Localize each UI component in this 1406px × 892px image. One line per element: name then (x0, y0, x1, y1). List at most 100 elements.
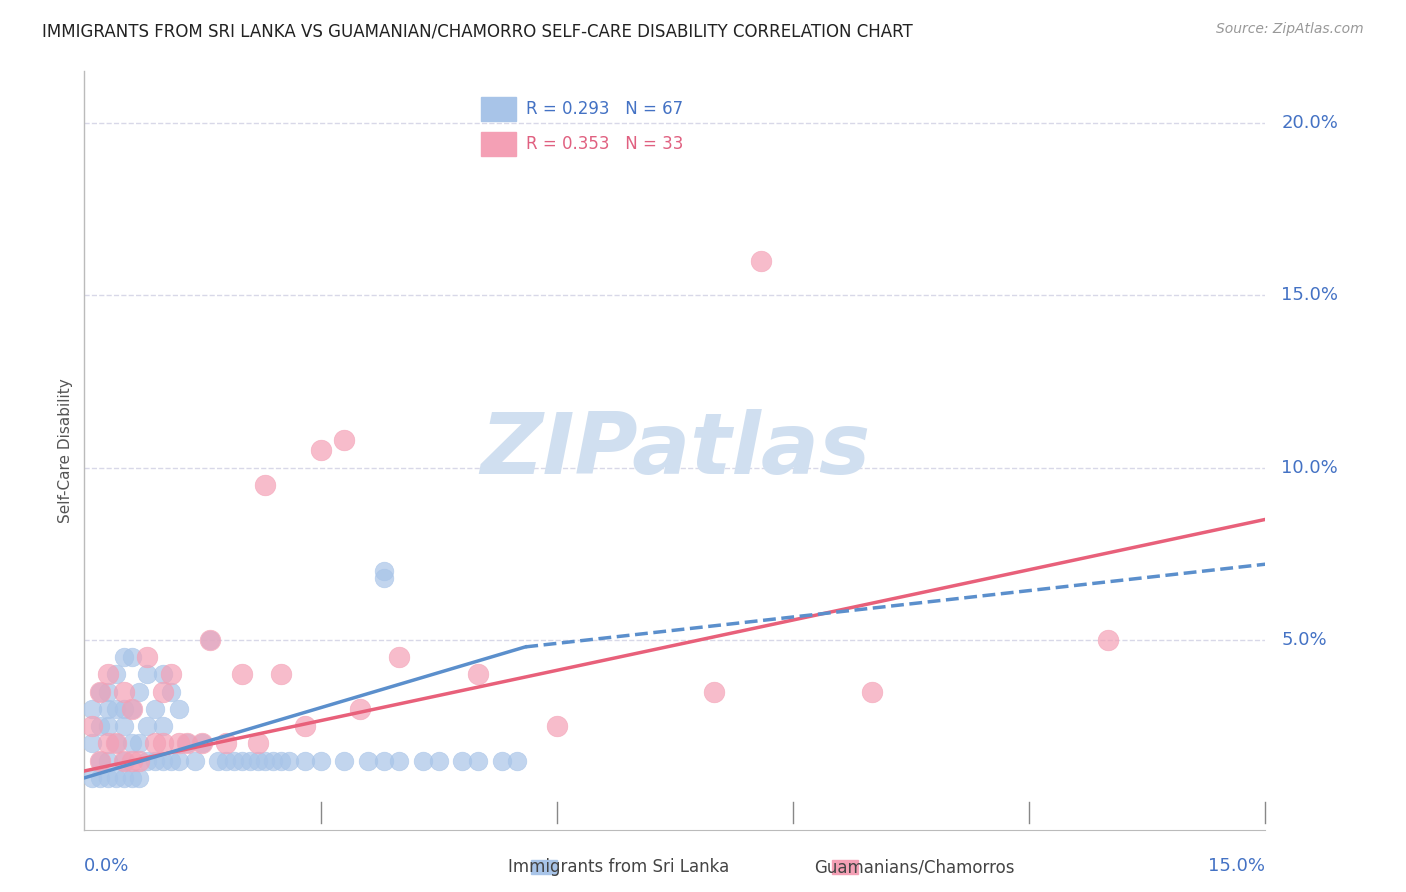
Point (97, 754, 120, 768)
Point (191, 736, 214, 750)
Point (176, 736, 198, 750)
Point (167, 736, 190, 750)
Text: R = 0.293   N = 67: R = 0.293 N = 67 (526, 100, 683, 118)
Point (97, 771, 120, 785)
Point (333, 433, 356, 447)
Point (128, 754, 150, 768)
Point (82, 771, 104, 785)
Text: ZIPatlas: ZIPatlas (479, 409, 870, 492)
Point (254, 754, 277, 768)
Point (183, 754, 205, 768)
Bar (481, 132, 516, 156)
Point (388, 754, 411, 768)
Text: 15.0%: 15.0% (1281, 286, 1339, 304)
Point (546, 719, 568, 733)
Point (89, 754, 111, 768)
Point (112, 771, 135, 785)
Point (160, 754, 183, 768)
Point (121, 650, 143, 665)
Bar (481, 97, 516, 121)
Point (89, 684, 111, 698)
Point (160, 667, 183, 681)
Point (278, 754, 301, 768)
Point (152, 736, 174, 750)
Point (104, 736, 127, 750)
Point (160, 684, 183, 698)
Point (121, 771, 143, 785)
Y-axis label: Self-Care Disability: Self-Care Disability (58, 378, 73, 523)
Point (136, 719, 159, 733)
Point (112, 719, 135, 733)
Point (373, 571, 395, 585)
Point (294, 719, 316, 733)
Point (167, 702, 190, 716)
Point (506, 754, 529, 768)
Point (388, 650, 411, 665)
Point (143, 702, 166, 716)
Point (89, 719, 111, 733)
Point (349, 702, 371, 716)
Text: Source: ZipAtlas.com: Source: ZipAtlas.com (1216, 22, 1364, 37)
Text: Immigrants from Sri Lanka: Immigrants from Sri Lanka (508, 858, 730, 876)
Text: 0.0%: 0.0% (84, 857, 129, 875)
Point (231, 754, 253, 768)
Point (309, 754, 332, 768)
Point (97, 667, 120, 681)
Point (200, 633, 222, 648)
Point (451, 754, 474, 768)
Point (270, 754, 292, 768)
Point (152, 684, 174, 698)
Point (97, 719, 120, 733)
Point (89, 771, 111, 785)
Point (207, 754, 229, 768)
Point (104, 702, 127, 716)
Point (136, 650, 159, 665)
Point (309, 443, 332, 458)
Text: 5.0%: 5.0% (1281, 631, 1327, 649)
Text: R = 0.353   N = 33: R = 0.353 N = 33 (526, 135, 683, 153)
Point (82, 719, 104, 733)
Point (751, 253, 773, 268)
Point (97, 702, 120, 716)
Point (215, 736, 238, 750)
Point (357, 754, 380, 768)
Text: IMMIGRANTS FROM SRI LANKA VS GUAMANIAN/CHAMORRO SELF-CARE DISABILITY CORRELATION: IMMIGRANTS FROM SRI LANKA VS GUAMANIAN/C… (42, 22, 912, 40)
Point (143, 754, 166, 768)
Point (121, 702, 143, 716)
Point (467, 667, 489, 681)
Point (152, 667, 174, 681)
Point (128, 771, 150, 785)
Point (82, 736, 104, 750)
Point (143, 736, 166, 750)
Point (412, 754, 434, 768)
Point (89, 684, 111, 698)
Point (262, 754, 284, 768)
Point (97, 684, 120, 698)
Text: 20.0%: 20.0% (1281, 114, 1339, 132)
Point (231, 667, 253, 681)
Point (373, 564, 395, 578)
Point (112, 754, 135, 768)
Point (136, 667, 159, 681)
Point (104, 736, 127, 750)
Point (254, 478, 277, 492)
Text: 10.0%: 10.0% (1281, 458, 1339, 476)
Point (239, 754, 262, 768)
Point (82, 702, 104, 716)
Point (427, 754, 450, 768)
Point (128, 684, 150, 698)
Point (200, 633, 222, 648)
Point (152, 719, 174, 733)
Point (191, 736, 214, 750)
Point (294, 754, 316, 768)
Point (136, 754, 159, 768)
Text: Guamanians/Chamorros: Guamanians/Chamorros (814, 858, 1014, 876)
Point (222, 754, 245, 768)
Point (491, 754, 513, 768)
Point (97, 736, 120, 750)
Point (112, 684, 135, 698)
Point (467, 754, 489, 768)
Point (128, 736, 150, 750)
Point (333, 754, 356, 768)
Point (246, 736, 269, 750)
